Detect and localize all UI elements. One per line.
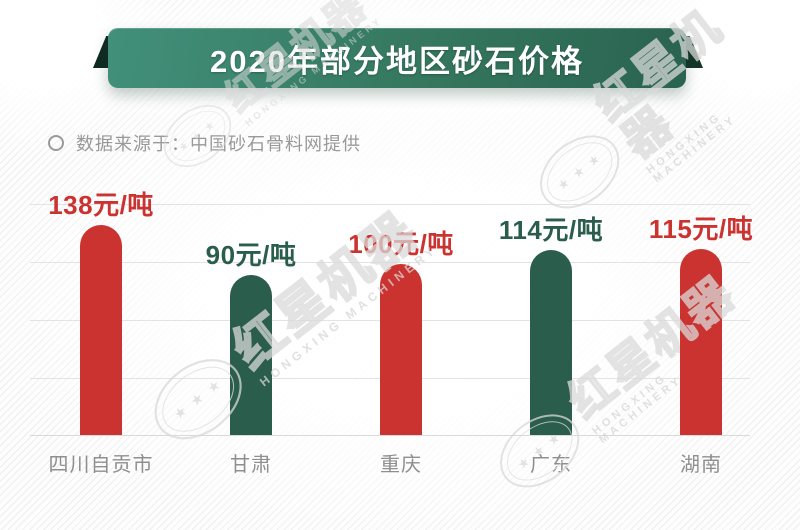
data-source-row: 数据来源于：中国砂石骨料网提供 bbox=[48, 130, 361, 156]
gridline bbox=[30, 262, 750, 263]
value-label: 114元/吨 bbox=[498, 215, 604, 245]
value-label: 100元/吨 bbox=[348, 229, 454, 259]
bar-甘肃 bbox=[230, 275, 272, 435]
bar-重庆 bbox=[380, 264, 422, 435]
value-label: 90元/吨 bbox=[205, 240, 297, 270]
category-label: 重庆 bbox=[380, 454, 422, 476]
title-banner: 2020年部分地区砂石价格 bbox=[108, 28, 686, 88]
category-label: 湖南 bbox=[680, 454, 722, 476]
bar-湖南 bbox=[680, 249, 722, 435]
value-label: 115元/吨 bbox=[648, 214, 754, 244]
circle-bullet-icon bbox=[48, 135, 64, 151]
category-label: 甘肃 bbox=[230, 454, 272, 476]
gridline bbox=[30, 204, 750, 205]
value-label: 138元/吨 bbox=[48, 190, 154, 220]
data-source-text: 数据来源于：中国砂石骨料网提供 bbox=[76, 134, 361, 154]
baseline-gridline bbox=[30, 435, 750, 436]
bar-四川自贡市 bbox=[80, 225, 122, 435]
category-label: 四川自贡市 bbox=[48, 454, 154, 476]
page-title: 2020年部分地区砂石价格 bbox=[210, 43, 584, 79]
bar-广东 bbox=[530, 250, 572, 435]
category-label: 广东 bbox=[530, 454, 572, 476]
